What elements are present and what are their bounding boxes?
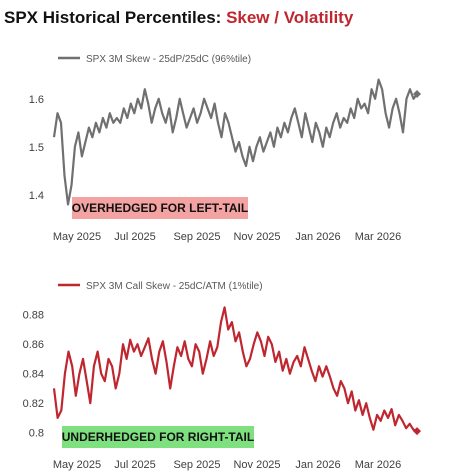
y-tick-label: 0.8 [29,428,44,440]
y-tick-label: 0.84 [23,369,44,381]
legend-label: SPX 3M Call Skew - 25dC/ATM (1%tile) [86,281,263,292]
end-marker [413,90,421,98]
x-tick-label: May 2025 [53,459,101,471]
skew-chart: SPX 3M Skew - 25dP/25dC (96%tile) 1.4 1.5 1… [29,54,421,243]
x-tick-label: Jul 2025 [114,459,156,471]
x-tick-label: Jul 2025 [114,231,156,243]
annotation-box [72,197,248,219]
y-tick-label: 0.82 [23,398,44,410]
x-tick-label: Jan 2026 [295,459,340,471]
series-line [52,306,418,433]
x-tick-label: Nov 2025 [233,231,280,243]
legend-label: SPX 3M Skew - 25dP/25dC (96%tile) [86,54,251,65]
annotation-text: UNDERHEDGED FOR RIGHT-TAIL [62,430,254,444]
title-part-2: Skew / Volatility [226,8,354,27]
y-tick-label: 0.86 [23,339,44,351]
x-tick-label: May 2025 [53,231,101,243]
end-marker [413,427,421,436]
x-tick-label: Mar 2026 [355,231,401,243]
y-tick-label: 1.5 [29,142,44,154]
x-tick-label: Mar 2026 [355,459,401,471]
chart-title: SPX Historical Percentiles: Skew / Volat… [4,8,353,28]
y-tick-label: 1.6 [29,94,44,106]
x-tick-label: Sep 2025 [173,459,220,471]
y-tick-label: 0.88 [23,310,44,322]
y-tick-label: 1.4 [29,190,44,202]
title-part-1: SPX Historical Percentiles: [4,8,222,27]
annotation-box [62,426,254,448]
x-tick-label: Nov 2025 [233,459,280,471]
series-line [52,78,418,206]
annotation-text: OVERHEDGED FOR LEFT-TAIL [72,201,248,215]
x-tick-label: Sep 2025 [173,231,220,243]
x-tick-label: Jan 2026 [295,231,340,243]
